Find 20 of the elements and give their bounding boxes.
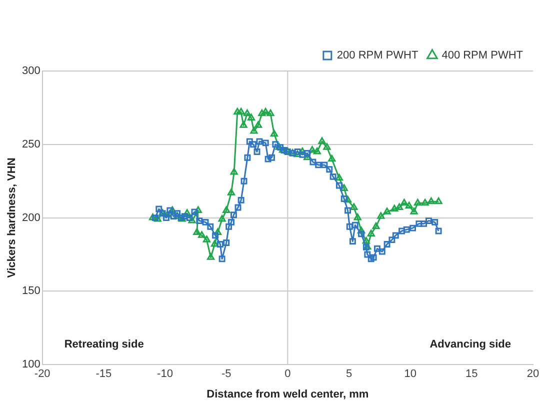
x-tick-label: -10 bbox=[157, 368, 173, 380]
y-tick-label: 150 bbox=[22, 285, 40, 298]
y-axis-title: Vickers hardness, VHN bbox=[6, 158, 18, 278]
x-tick-label: 10 bbox=[404, 368, 416, 380]
legend-label: 200 RPM PWHT bbox=[336, 50, 418, 62]
x-tick-label: 20 bbox=[526, 368, 540, 380]
x-tick-label: -5 bbox=[221, 368, 232, 380]
y-tick-label: 300 bbox=[22, 65, 40, 78]
annotation: Retreating side bbox=[64, 338, 144, 351]
y-tick-label: 100 bbox=[22, 358, 40, 371]
x-tick-label: -15 bbox=[96, 368, 112, 380]
x-tick-label: 5 bbox=[346, 368, 352, 380]
legend-label: 400 RPM PWHT bbox=[442, 50, 524, 62]
annotation: Advancing side bbox=[430, 338, 511, 351]
x-tick-label: 15 bbox=[466, 368, 478, 380]
x-tick-label: -20 bbox=[34, 368, 50, 380]
x-axis-title: Distance from weld center, mm bbox=[206, 388, 369, 400]
x-tick-label: 0 bbox=[284, 368, 291, 380]
y-tick-label: 200 bbox=[22, 212, 40, 224]
y-tick-label: 250 bbox=[22, 138, 40, 150]
